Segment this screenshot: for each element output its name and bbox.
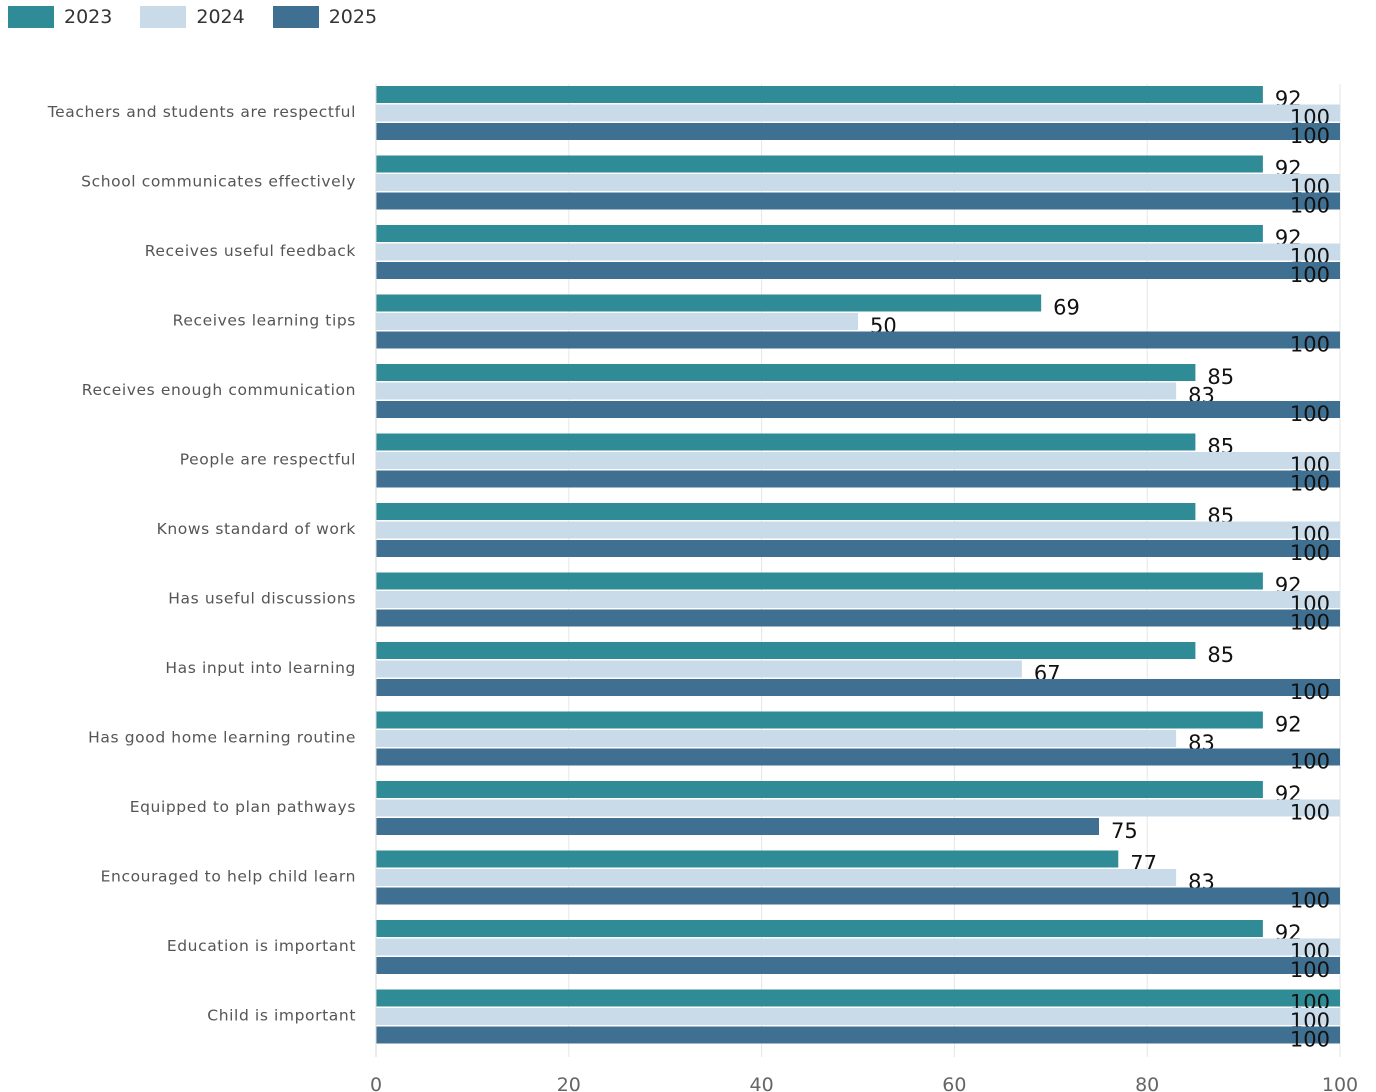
y-category-label: Encouraged to help child learn [101,868,356,886]
legend-item-2023: 2023 [8,6,112,28]
y-category-label: Has useful discussions [168,590,356,608]
legend: 2023 2024 2025 [8,6,377,28]
bar-2025 [376,540,1340,557]
bar-2025 [376,331,1340,349]
bar-2025 [376,957,1340,974]
legend-item-2025: 2025 [272,6,378,28]
bar-2024 [376,382,1177,400]
legend-item-2024: 2024 [140,6,245,28]
data-label-2025: 100 [1290,680,1330,704]
bar-2025 [376,748,1340,766]
data-label-2025: 100 [1290,194,1330,218]
bar-2024 [376,1008,1340,1025]
y-category-label: Equipped to plan pathways [130,798,356,816]
x-tick-label: 0 [370,1074,382,1092]
data-label-2025: 100 [1290,124,1330,148]
legend-label-2023: 2023 [64,6,113,28]
bar-2024 [376,869,1177,886]
bar-2024 [376,938,1340,956]
legend-label-2025: 2025 [328,6,378,28]
bar-2024 [376,313,858,330]
bar-2023 [376,364,1196,381]
bar-2023 [376,294,1042,312]
bar-2023 [376,433,1196,451]
bar-2023 [376,155,1263,173]
data-label-2023: 85 [1207,365,1234,389]
y-category-label: Knows standard of work [157,520,356,538]
data-label-2025: 100 [1290,263,1330,287]
bar-2025 [376,1026,1340,1044]
y-category-label: Receives useful feedback [145,242,356,260]
data-label-2025: 100 [1290,541,1330,565]
bar-2025 [376,818,1099,835]
bar-2025 [376,262,1340,279]
legend-label-2024: 2024 [196,6,245,28]
x-tick-label: 100 [1322,1074,1358,1092]
y-category-label: Receives enough communication [82,381,356,399]
bar-2024 [376,174,1340,191]
data-label-2025: 100 [1290,402,1330,426]
y-category-label: Teachers and students are respectful [47,103,356,121]
bar-2023 [376,86,1263,103]
data-label-2025: 100 [1290,611,1330,635]
bar-2025 [376,470,1340,488]
bar-2024 [376,591,1340,608]
x-tick-label: 40 [750,1074,774,1092]
y-category-label: School communicates effectively [81,173,356,191]
bar-2025 [376,123,1340,140]
data-label-2025: 100 [1290,333,1330,357]
bar-2023 [376,781,1263,798]
bar-2025 [376,192,1340,210]
legend-swatch-2025 [272,6,319,28]
y-category-label: People are respectful [180,451,356,469]
data-label-2024: 100 [1290,801,1330,825]
data-label-2025: 100 [1290,958,1330,982]
bar-2024 [376,730,1177,747]
bar-2024 [376,660,1022,678]
y-category-label: Education is important [167,937,356,955]
x-tick-label: 80 [1135,1074,1159,1092]
bar-2024 [376,243,1340,261]
data-label-2025: 75 [1111,819,1138,843]
data-label-2023: 85 [1207,643,1234,667]
bar-2025 [376,401,1340,418]
bar-2023 [376,850,1119,868]
y-category-label: Has good home learning routine [88,729,356,747]
bar-2023 [376,989,1340,1007]
data-label-2023: 92 [1275,713,1302,737]
bar-2023 [376,503,1196,520]
bar-2023 [376,572,1263,590]
bar-2023 [376,920,1263,937]
bar-2025 [376,679,1340,696]
x-tick-label: 60 [942,1074,966,1092]
legend-swatch-2023 [8,6,54,28]
data-label-2025: 100 [1290,1028,1330,1052]
data-label-2025: 100 [1290,472,1330,496]
bar-2024 [376,452,1340,469]
bar-2025 [376,609,1340,627]
y-category-label: Has input into learning [165,659,356,677]
data-label-2025: 100 [1290,889,1330,913]
legend-swatch-2024 [140,6,187,28]
bar-2023 [376,225,1263,242]
x-tick-label: 20 [557,1074,581,1092]
bar-2023 [376,642,1196,659]
data-label-2025: 100 [1290,750,1330,774]
bar-2024 [376,799,1340,817]
bar-2024 [376,104,1340,122]
bar-2023 [376,711,1263,729]
bar-2024 [376,521,1340,539]
data-label-2023: 69 [1053,296,1080,320]
bar-2025 [376,887,1340,905]
y-category-label: Child is important [207,1007,356,1025]
y-category-label: Receives learning tips [173,312,356,330]
